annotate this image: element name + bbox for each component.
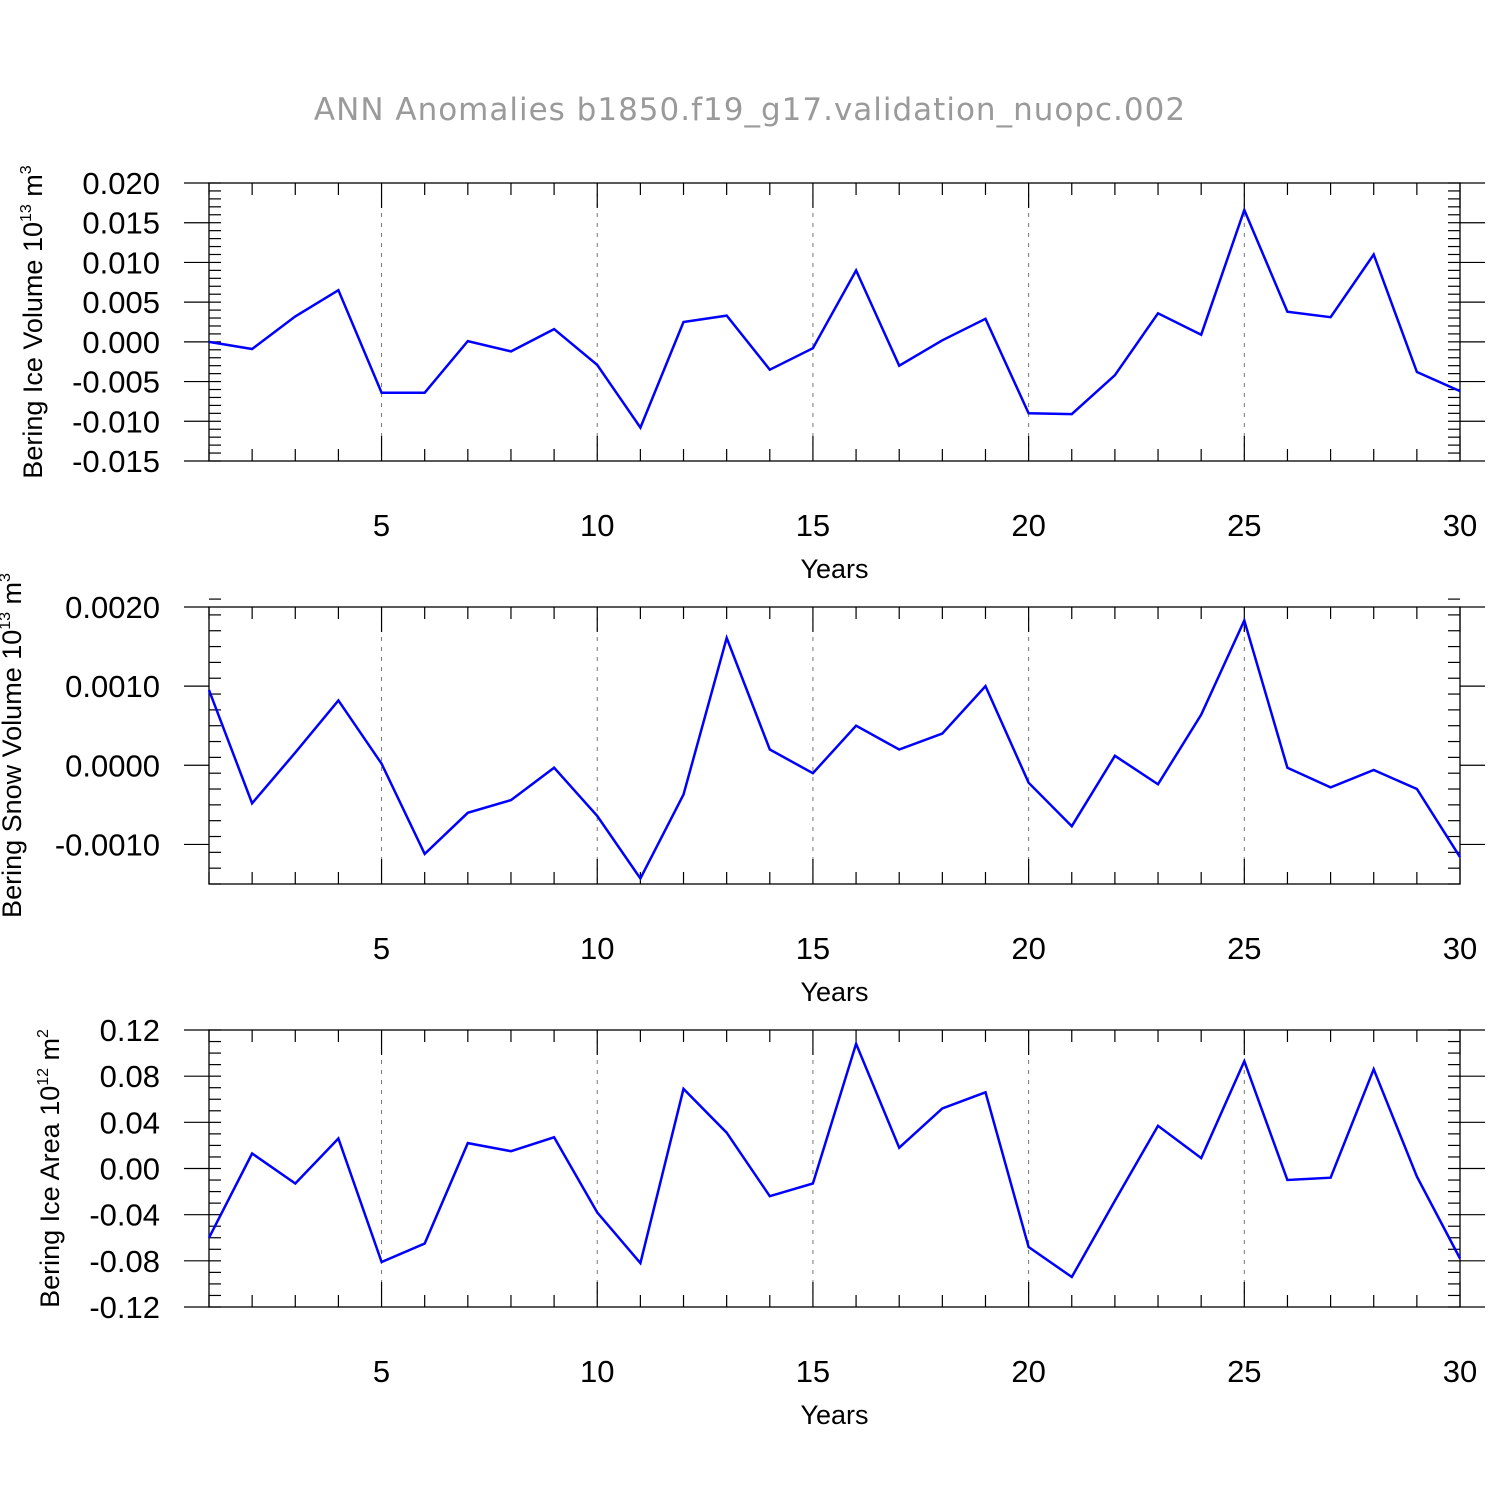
panel-3-y-tick-label: -0.04 [89, 1198, 160, 1233]
panel-2-x-tick-label: 10 [580, 931, 614, 966]
panel-1-y-tick-label: -0.010 [72, 404, 160, 439]
panel-3-x-tick-label: 25 [1227, 1354, 1261, 1389]
panel-3-plot-frame [208, 1029, 1461, 1308]
panel-2-x-tick-label: 30 [1443, 931, 1477, 966]
panel-1-x-tick-label: 20 [1011, 508, 1045, 543]
panel-2-x-axis-title: Years [800, 977, 868, 1007]
panel-2-y-tick-label: 0.0000 [65, 748, 160, 783]
panel-2-y-axis-title: Bering Snow Volume 1013 m3 [0, 573, 27, 918]
panel-1-y-tick-label: 0.005 [82, 285, 160, 320]
panel-2-x-tick-label: 5 [373, 931, 390, 966]
panel-3-y-tick-label: -0.08 [89, 1244, 160, 1279]
panel-1-y-tick-label: -0.005 [72, 365, 160, 400]
panel-3-x-tick-label: 20 [1011, 1354, 1045, 1389]
panel-3-y-tick-label: 0.12 [100, 1013, 160, 1048]
panel-2-y-tick-label: -0.0010 [55, 827, 160, 862]
panel-2-series-line [207, 616, 1462, 881]
panel-3-y-tick-label: -0.12 [89, 1290, 160, 1325]
panel-1-x-tick-label: 25 [1227, 508, 1261, 543]
panel-3-x-tick-label: 15 [796, 1354, 830, 1389]
panel-1-x-axis-title: Years [800, 554, 868, 584]
panel-1-y-tick-label: 0.010 [82, 245, 160, 280]
panel-2-x-tick-label: 20 [1011, 931, 1045, 966]
panel-3-y-tick-label: 0.08 [100, 1059, 160, 1094]
panel-2-x-tick-label: 25 [1227, 931, 1261, 966]
panel-1-x-tick-label: 10 [580, 508, 614, 543]
panel-3-x-tick-label: 30 [1443, 1354, 1477, 1389]
panel-3-series-line [207, 1040, 1462, 1279]
panel-2-y-tick-label: 0.0010 [65, 669, 160, 704]
panel-1-y-axis-title: Bering Ice Volume 1013 m3 [18, 165, 48, 478]
panel-3-x-tick-label: 10 [580, 1354, 614, 1389]
panel-1-y-tick-label: -0.015 [72, 444, 160, 479]
panel-2-x-tick-label: 15 [796, 931, 830, 966]
panel-3-x-axis-title: Years [800, 1400, 868, 1430]
panel-1-y-tick-label: 0.020 [82, 166, 160, 201]
panel-1-series-line [208, 206, 1461, 431]
panel-2-plot-frame [208, 606, 1461, 885]
panel-1-y-tick-label: 0.015 [82, 206, 160, 241]
panel-1-x-tick-label: 30 [1443, 508, 1477, 543]
panel-3-y-axis-title: Bering Ice Area 1012 m2 [35, 1029, 65, 1308]
panel-1-plot-frame [208, 182, 1461, 462]
panel-1-x-tick-label: 5 [373, 508, 390, 543]
panel-1-x-tick-label: 15 [796, 508, 830, 543]
panel-2-y-tick-label: 0.0020 [65, 590, 160, 625]
panel-3-x-tick-label: 5 [373, 1354, 390, 1389]
panel-3-y-tick-label: 0.00 [100, 1152, 160, 1187]
panel-1-y-tick-label: 0.000 [82, 325, 160, 360]
panel-3-y-tick-label: 0.04 [100, 1105, 160, 1140]
chart-title: ANN Anomalies b1850.f19_g17.validation_n… [314, 92, 1186, 128]
